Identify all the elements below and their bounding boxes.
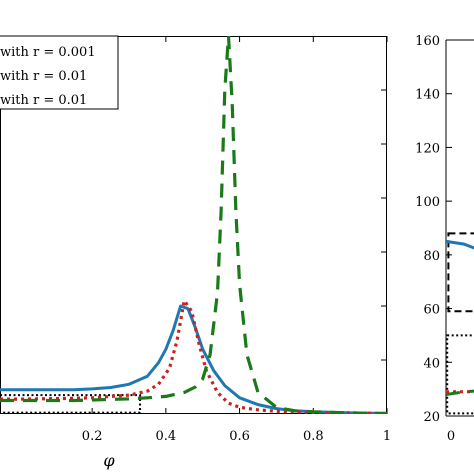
left-xtick-label: 0.4 (156, 429, 177, 444)
right-xtick-label: 0 (447, 429, 455, 444)
right-ytick-label: 140 (415, 88, 440, 103)
left-xtick-label: 1 (383, 429, 391, 444)
right-ytick-label: 100 (415, 195, 440, 210)
left-series-line-dotted (0, 299, 387, 414)
legend-box (0, 35, 119, 110)
right-ytick-label: 120 (415, 141, 440, 156)
right-series-line-dashed (446, 389, 474, 396)
right-ytick-label: 40 (423, 356, 440, 371)
left-xtick-label: 0.8 (303, 429, 324, 444)
legend-entry: with r = 0.001 (0, 45, 96, 60)
left-inset-box (0, 394, 142, 414)
left-x-axis-label: φ (103, 451, 115, 470)
right-series-line-solid (446, 239, 474, 250)
left-xtick-label: 0.6 (229, 429, 250, 444)
right-ytick-label: 60 (423, 303, 440, 318)
legend: with r = 0.001 with r = 0.01 with r = 0.01 (0, 35, 119, 110)
right-panel: 20 40 60 80 100 120 140 160 0 (415, 34, 474, 444)
left-series-line-dashed (0, 36, 387, 414)
left-xtick-label: 0.2 (82, 429, 103, 444)
legend-entry: with r = 0.01 (0, 69, 87, 84)
left-axes-frame (0, 36, 387, 414)
right-dashed-box (447, 232, 474, 313)
legend-entry: with r = 0.01 (0, 93, 87, 108)
right-ytick-label: 160 (415, 34, 440, 49)
right-ytick-label: 80 (423, 249, 440, 264)
left-series-line-solid (0, 304, 387, 414)
right-dotted-box (446, 334, 474, 415)
right-ytick-label: 20 (423, 410, 440, 425)
